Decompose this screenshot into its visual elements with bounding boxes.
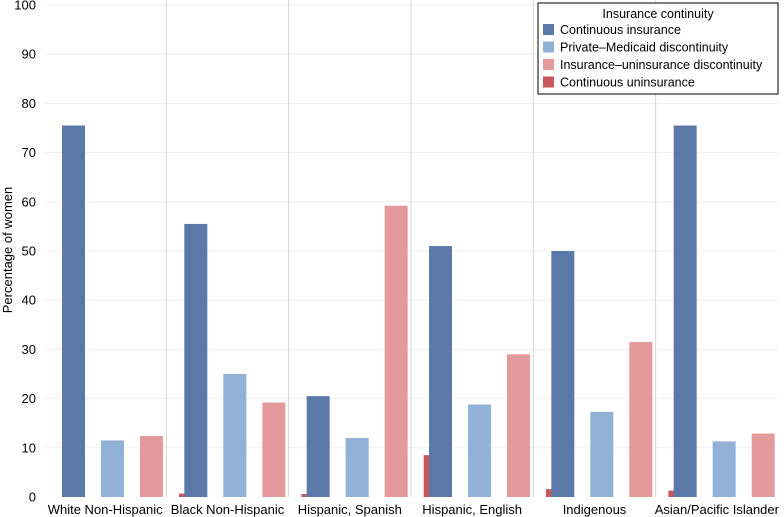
legend-title: Insurance continuity xyxy=(602,7,714,21)
bars xyxy=(62,125,775,497)
x-tick-label: Asian/Pacific Islander xyxy=(655,502,780,517)
y-axis-ticks: 0 10 20 30 40 50 60 70 80 90 100 xyxy=(14,0,36,505)
bar xyxy=(62,125,85,497)
bar xyxy=(306,396,330,497)
bar xyxy=(262,402,286,497)
y-tick-label: 60 xyxy=(22,194,36,209)
legend-item-label: Continuous uninsurance xyxy=(560,76,695,90)
y-tick-label: 40 xyxy=(22,293,36,308)
y-tick-label: 80 xyxy=(22,96,36,111)
bar xyxy=(590,411,614,497)
category-separators xyxy=(165,0,657,497)
bar xyxy=(101,440,124,497)
bar xyxy=(551,251,575,497)
bar xyxy=(468,404,491,497)
legend-swatch xyxy=(543,24,554,35)
legend-item-label: Continuous insurance xyxy=(560,23,681,37)
legend: Insurance continuity Continuous insuranc… xyxy=(537,2,779,95)
y-axis-title: Percentage of women xyxy=(0,187,15,313)
bar xyxy=(751,433,775,497)
y-tick-label: 0 xyxy=(29,490,36,505)
legend-swatch xyxy=(543,41,554,53)
y-tick-label: 50 xyxy=(22,244,36,259)
bar xyxy=(673,125,697,497)
bar xyxy=(223,374,247,497)
legend-swatch xyxy=(543,59,554,70)
bar xyxy=(140,435,163,497)
x-tick-label: Hispanic, Spanish xyxy=(298,502,402,517)
y-tick-label: 20 xyxy=(22,391,36,406)
legend-item-label: Insurance–uninsurance discontinuity xyxy=(560,58,763,72)
bar xyxy=(184,223,208,497)
y-tick-label: 90 xyxy=(22,47,36,62)
bar xyxy=(345,437,369,497)
y-tick-label: 70 xyxy=(22,145,36,160)
bar xyxy=(384,205,408,497)
y-tick-label: 30 xyxy=(22,342,36,357)
x-tick-label: White Non-Hispanic xyxy=(48,502,163,517)
x-tick-label: Hispanic, English xyxy=(422,502,522,517)
x-tick-label: Indigenous xyxy=(563,502,627,517)
y-tick-label: 10 xyxy=(22,440,36,455)
x-tick-label: Black Non-Hispanic xyxy=(171,502,285,517)
bar xyxy=(712,441,736,497)
legend-swatch xyxy=(543,76,554,88)
x-axis-ticks: White Non-Hispanic Black Non-Hispanic Hisp… xyxy=(48,502,780,517)
legend-item-label: Private–Medicaid discontinuity xyxy=(560,41,729,55)
y-tick-label: 100 xyxy=(14,0,36,13)
bar xyxy=(629,342,653,497)
bar xyxy=(507,354,530,497)
legend-box xyxy=(537,2,779,95)
bar xyxy=(429,246,452,497)
